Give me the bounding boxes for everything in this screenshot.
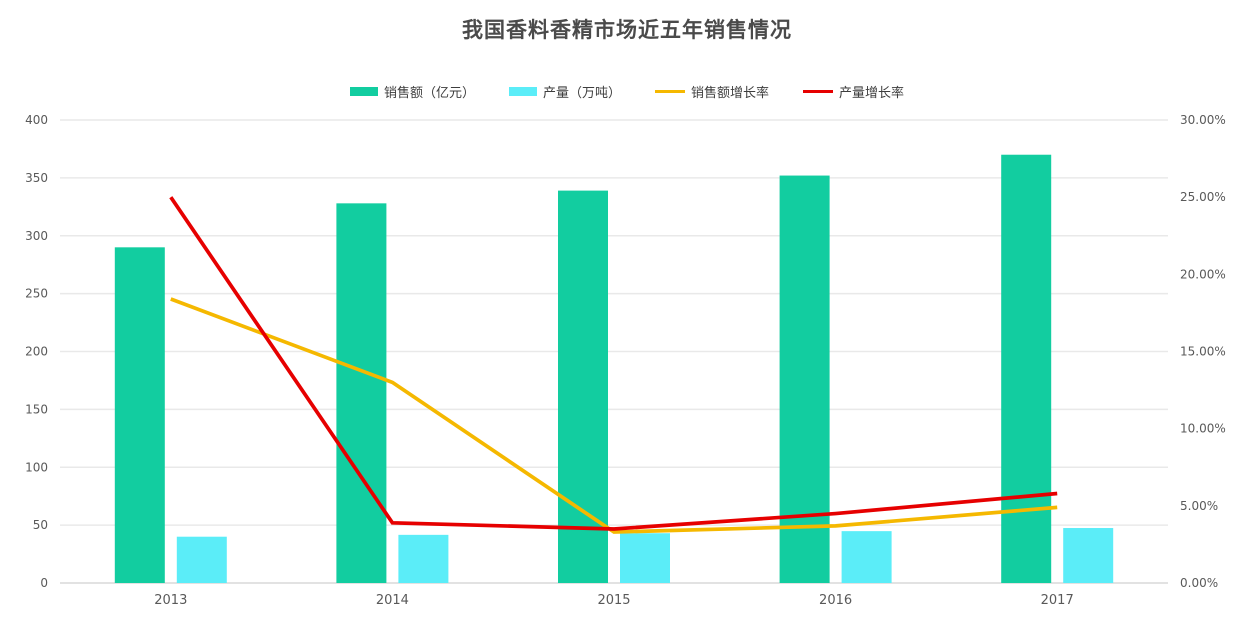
- left-axis-tick-label: 350: [25, 171, 48, 185]
- legend: 销售额（亿元） 产量（万吨） 销售额增长率 产量增长率: [0, 82, 1254, 101]
- sales-bar-swatch-icon: [349, 87, 378, 96]
- x-axis-category-label: 2017: [1041, 593, 1074, 608]
- output-bar-2017: [1063, 528, 1114, 583]
- left-axis-tick-label: 250: [25, 287, 48, 301]
- legend-label-sales-growth: 销售额增长率: [691, 86, 770, 101]
- right-axis-tick-label: 5.00%: [1180, 499, 1218, 513]
- legend-item-output-growth[interactable]: 产量增长率: [803, 82, 904, 101]
- right-axis-tick-label: 0.00%: [1180, 576, 1218, 590]
- output-bar-2014: [398, 534, 449, 583]
- right-axis-tick-label: 10.00%: [1180, 422, 1226, 436]
- legend-item-sales[interactable]: 销售额（亿元）: [349, 82, 475, 101]
- left-axis-tick-label: 100: [25, 460, 48, 474]
- x-axis-category-label: 2014: [376, 593, 409, 608]
- x-axis-category-label: 2013: [154, 593, 187, 608]
- output-bar-2015: [620, 533, 670, 583]
- left-axis-tick-label: 150: [25, 402, 48, 416]
- sales-bar-2017: [1001, 154, 1052, 583]
- left-axis-tick-label: 200: [25, 345, 48, 359]
- x-axis-category-label: 2015: [597, 593, 630, 608]
- output-growth-line-swatch-icon: [803, 90, 834, 93]
- left-axis-tick-label: 0: [40, 576, 48, 590]
- sales-bar-2016: [779, 175, 830, 583]
- sales-growth-line-swatch-icon: [655, 90, 685, 93]
- sales-bar-2015: [558, 190, 608, 584]
- output-bar-swatch-icon: [508, 87, 537, 96]
- sales_growth-line: [170, 297, 1058, 534]
- left-axis-tick-label: 400: [25, 113, 48, 127]
- legend-label-output-growth: 产量增长率: [839, 86, 905, 101]
- chart-title: 我国香料香精市场近五年销售情况: [462, 18, 792, 42]
- right-axis-tick-label: 15.00%: [1180, 345, 1226, 359]
- sales-bar-2013: [114, 247, 165, 583]
- left-axis-tick-label: 50: [33, 518, 48, 532]
- output_growth-line: [169, 196, 1058, 531]
- output-bar-2016: [841, 531, 892, 583]
- right-axis-tick-label: 25.00%: [1180, 190, 1226, 204]
- left-axis-tick-label: 300: [25, 229, 48, 243]
- legend-item-sales-growth[interactable]: 销售额增长率: [655, 82, 769, 101]
- sales-bar-2014: [336, 203, 387, 583]
- x-axis-category-label: 2016: [819, 593, 852, 608]
- right-axis-tick-label: 30.00%: [1180, 113, 1226, 127]
- legend-label-output: 产量（万吨）: [542, 86, 621, 101]
- legend-label-sales: 销售额（亿元）: [383, 86, 475, 101]
- legend-item-output[interactable]: 产量（万吨）: [508, 82, 621, 101]
- right-axis-tick-label: 20.00%: [1180, 267, 1226, 281]
- output-bar-2013: [176, 536, 227, 583]
